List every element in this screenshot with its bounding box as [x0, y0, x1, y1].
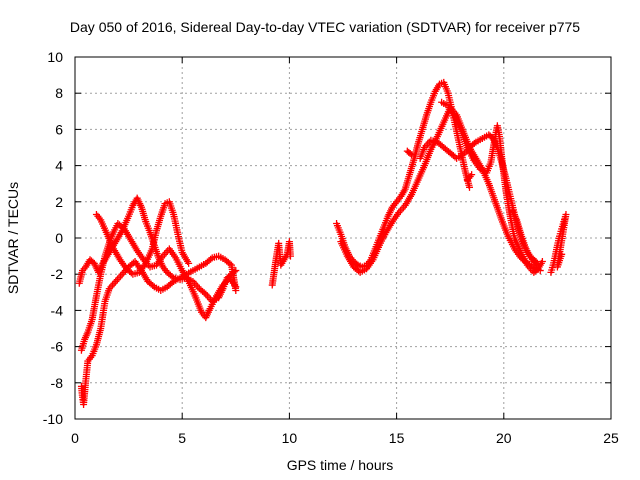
data-point-interp: [149, 282, 157, 290]
x-tick-label: 0: [71, 430, 79, 446]
y-tick-label: 8: [55, 85, 63, 101]
data-point-interp: [406, 150, 414, 158]
y-tick-label: 4: [55, 158, 63, 174]
data-point-interp: [470, 139, 478, 147]
data-point: [538, 258, 546, 266]
data-point: [232, 286, 240, 294]
data-point-interp: [200, 289, 208, 297]
data-point-interp: [207, 255, 215, 263]
y-tick-label: 0: [55, 230, 63, 246]
y-tick-label: -6: [51, 339, 64, 355]
y-tick-label: -4: [51, 302, 64, 318]
y-axis-label: SDTVAR / TECUs: [5, 182, 21, 294]
y-tick-label: -8: [51, 375, 64, 391]
data-point: [465, 183, 473, 191]
y-tick-label: -10: [43, 411, 63, 427]
tick-labels: 0 5 10 15 20 25 -10 -8 -6 -4 -2 0 2 4 6 8 10: [43, 49, 619, 446]
x-tick-label: 25: [603, 430, 619, 446]
chart-title: Day 050 of 2016, Sidereal Day-to-day VTE…: [70, 19, 580, 35]
data-point-interp: [168, 279, 176, 287]
x-tick-label: 15: [389, 430, 405, 446]
data-point-interp: [127, 269, 135, 277]
y-tick-label: 10: [47, 49, 63, 65]
data-point: [408, 151, 416, 159]
data-point: [534, 261, 542, 269]
x-tick-label: 20: [496, 430, 512, 446]
data-point: [558, 250, 566, 258]
data-point-interp: [168, 272, 176, 280]
axis-ticks: [74, 56, 612, 420]
x-axis-label: GPS time / hours: [287, 457, 394, 473]
y-tick-label: 6: [55, 121, 63, 137]
y-tick-label: 2: [55, 194, 63, 210]
x-tick-label: 10: [282, 430, 298, 446]
data-point: [185, 259, 193, 267]
data-markers: [75, 78, 570, 409]
y-tick-label: -2: [51, 266, 64, 282]
data-point: [286, 252, 294, 260]
x-tick-label: 5: [178, 430, 186, 446]
data-point-interp: [533, 260, 541, 268]
data-point: [468, 171, 476, 179]
